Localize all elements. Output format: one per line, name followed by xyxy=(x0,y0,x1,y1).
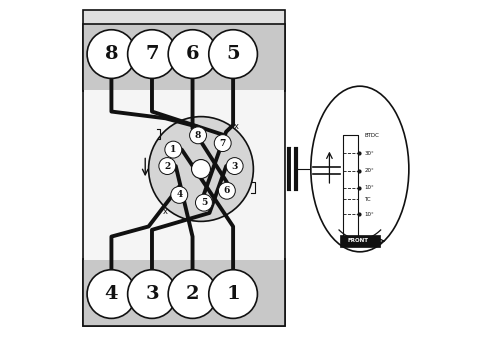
Text: 1: 1 xyxy=(226,285,240,303)
Circle shape xyxy=(218,182,236,199)
Circle shape xyxy=(190,127,206,144)
Text: 6: 6 xyxy=(186,45,200,63)
Text: 30°: 30° xyxy=(364,151,374,156)
Text: 2: 2 xyxy=(164,162,170,171)
Text: ATDC: ATDC xyxy=(364,238,379,242)
Text: x: x xyxy=(234,122,239,131)
Text: 10°: 10° xyxy=(364,186,374,190)
Text: FRONT: FRONT xyxy=(348,239,368,243)
Circle shape xyxy=(159,158,176,174)
Text: 5: 5 xyxy=(201,198,207,207)
Text: 10°: 10° xyxy=(364,212,374,217)
Text: 1: 1 xyxy=(170,145,176,154)
Circle shape xyxy=(171,187,188,203)
Text: 3: 3 xyxy=(232,162,238,171)
Circle shape xyxy=(87,270,136,318)
Text: 20°: 20° xyxy=(364,168,374,173)
Circle shape xyxy=(226,158,243,174)
Text: 8: 8 xyxy=(195,131,201,140)
Text: BTDC: BTDC xyxy=(364,133,379,138)
Bar xyxy=(82,10,286,326)
Text: 7: 7 xyxy=(220,139,226,148)
Text: 8: 8 xyxy=(104,45,118,63)
Bar xyxy=(82,24,286,91)
Text: TC: TC xyxy=(364,197,371,201)
Ellipse shape xyxy=(311,86,409,252)
Text: 4: 4 xyxy=(176,190,182,199)
Text: x: x xyxy=(163,207,168,216)
Bar xyxy=(82,259,286,326)
Circle shape xyxy=(148,117,254,221)
Circle shape xyxy=(214,135,231,151)
Circle shape xyxy=(87,30,136,78)
Circle shape xyxy=(168,30,217,78)
Circle shape xyxy=(128,30,176,78)
Circle shape xyxy=(165,141,182,158)
Text: 2: 2 xyxy=(186,285,200,303)
Circle shape xyxy=(192,160,210,178)
Bar xyxy=(84,90,284,260)
Circle shape xyxy=(209,270,258,318)
Bar xyxy=(340,235,380,247)
Text: 4: 4 xyxy=(104,285,118,303)
Text: 6: 6 xyxy=(224,186,230,195)
Text: 3: 3 xyxy=(145,285,159,303)
Circle shape xyxy=(196,194,212,211)
Text: 7: 7 xyxy=(145,45,158,63)
Circle shape xyxy=(128,270,176,318)
Text: 5: 5 xyxy=(226,45,240,63)
Bar xyxy=(343,135,358,237)
Circle shape xyxy=(168,270,217,318)
Circle shape xyxy=(209,30,258,78)
